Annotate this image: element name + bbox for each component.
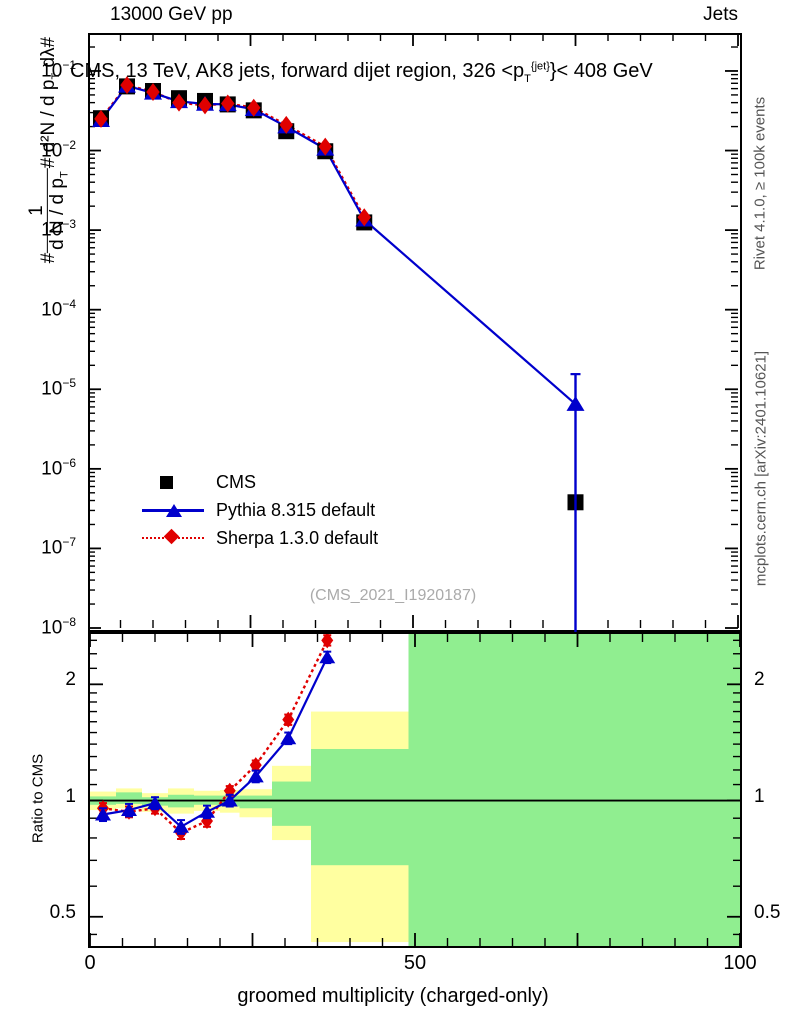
- x-axis-label: groomed multiplicity (charged-only): [237, 985, 549, 1007]
- uncertainty-band-inner: [239, 795, 272, 809]
- legend-label-pythia: Pythia 8.315 default: [216, 499, 376, 520]
- pythia-line: [100, 84, 577, 405]
- data-marker-triangle: [247, 769, 264, 783]
- ratio-y-tick-label-left: 2: [65, 669, 76, 691]
- data-marker-diamond: [120, 76, 134, 95]
- uncertainty-band-inner: [311, 748, 409, 866]
- data-marker-triangle: [173, 819, 189, 833]
- data-marker-diamond: [223, 782, 236, 799]
- data-marker-diamond: [221, 94, 235, 113]
- data-marker-diamond: [318, 137, 332, 156]
- data-marker-triangle: [199, 804, 215, 818]
- x-tick-label: 100: [723, 952, 757, 974]
- data-marker-diamond: [282, 711, 295, 728]
- data-marker-diamond: [146, 82, 160, 101]
- data-marker-triangle: [95, 807, 111, 821]
- ratio-y-tick-labels-right: 0.5 1 2: [748, 632, 786, 948]
- uncertainty-band-inner: [408, 634, 740, 946]
- y-tick-label: 10−1: [41, 57, 76, 82]
- ratio-y-tick-label-right: 2: [754, 669, 765, 691]
- analysis-id-watermark: (CMS_2021_I1920187): [309, 587, 477, 604]
- data-marker-diamond: [94, 109, 108, 128]
- x-tick-label: 0: [84, 952, 96, 974]
- legend-key-blue-triangle: [142, 500, 204, 520]
- ratio-plot-content: [90, 634, 740, 946]
- y-tick-label: 10−3: [41, 217, 76, 241]
- y-tick-label: 10−4: [41, 296, 76, 321]
- ratio-y-tick-label-left: 1: [65, 785, 76, 807]
- legend-label-cms: CMS: [216, 471, 256, 492]
- ratio-y-tick-label-right: 0.5: [754, 901, 781, 923]
- header-beam-info: 13000 GeV pp: [110, 4, 233, 25]
- legend-key-red-diamond: [142, 528, 204, 548]
- legend-item-pythia[interactable]: Pythia 8.315 default: [142, 496, 378, 524]
- plot-subtitle-prefix: CMS, 13 TeV, AK8 jets, forward dijet reg…: [70, 60, 525, 82]
- data-marker-triangle: [280, 731, 297, 745]
- ratio-y-tick-label-left: 0.5: [49, 901, 76, 923]
- y-tick-label: 10−5: [41, 376, 76, 400]
- y-tick-label: 10−2: [41, 137, 76, 161]
- main-plot-frame: [88, 33, 742, 632]
- y-tick-label: 10−8: [41, 615, 76, 639]
- x-axis-tick-labels: 0 50 100: [0, 952, 786, 982]
- y-axis-tick-labels: 10−1 10−2 10−3 10−4 10−5 10−6 10−7 10−8: [0, 33, 82, 638]
- legend-label-sherpa: Sherpa 1.3.0 default: [216, 527, 379, 548]
- data-marker-triangle: [121, 802, 137, 817]
- mcplots-source-note: mcplots.cern.ch [arXiv:2401.10621]: [752, 350, 770, 587]
- legend-item-sherpa[interactable]: Sherpa 1.3.0 default: [142, 524, 378, 552]
- plot-subtitle-sup: {jet}: [530, 60, 550, 73]
- y-tick-label: 10−7: [41, 535, 76, 559]
- x-tick-label: 50: [403, 952, 427, 974]
- plot-subtitle-suffix: }< 408 GeV: [549, 60, 653, 82]
- data-marker-diamond: [357, 208, 371, 227]
- data-marker-triangle: [319, 650, 336, 664]
- plot-subtitle: CMS, 13 TeV, AK8 jets, forward dijet reg…: [70, 60, 653, 85]
- uncertainty-band-inner: [116, 792, 142, 804]
- ratio-y-tick-labels-left: 0.5 1 2: [0, 632, 82, 948]
- data-marker-triangle: [147, 795, 163, 810]
- y-tick-label: 10−6: [41, 455, 76, 480]
- data-marker-triangle: [221, 793, 238, 807]
- uncertainty-band-inner: [272, 781, 311, 826]
- plot-subtitle-sub: T: [524, 73, 531, 85]
- header-analysis-category: Jets: [703, 4, 738, 25]
- legend: CMS Pythia 8.315 default Sherpa 1.3.0 de…: [142, 468, 378, 552]
- ratio-y-tick-label-right: 1: [754, 785, 765, 807]
- data-marker-diamond: [247, 98, 261, 117]
- legend-item-cms[interactable]: CMS: [142, 468, 378, 496]
- data-marker-diamond: [172, 93, 186, 112]
- data-marker-triangle: [566, 396, 585, 411]
- legend-key-black-square: [142, 472, 204, 492]
- ratio-plot-frame: [88, 632, 742, 948]
- data-marker-diamond: [279, 115, 293, 134]
- main-plot-content: [88, 33, 739, 632]
- data-marker-diamond: [321, 634, 334, 649]
- data-marker-diamond: [249, 757, 262, 774]
- data-marker-diamond: [198, 96, 212, 115]
